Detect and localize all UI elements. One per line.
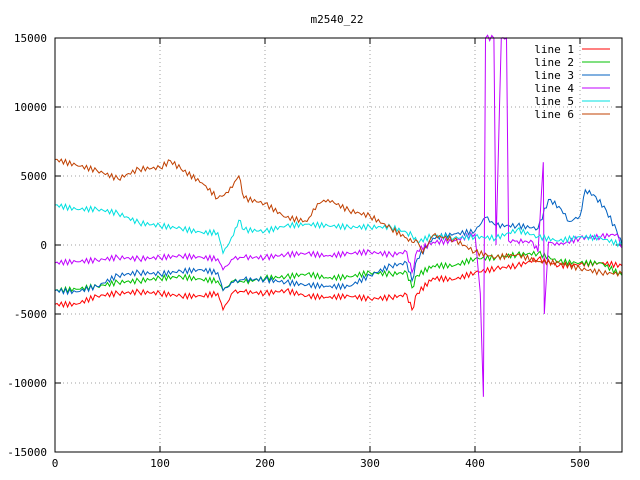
legend-label: line 5 [534, 95, 574, 108]
x-tick-label: 100 [150, 457, 170, 470]
x-tick-label: 400 [465, 457, 485, 470]
legend-label: line 3 [534, 69, 574, 82]
legend-label: line 4 [534, 82, 574, 95]
y-tick-label: -15000 [7, 446, 47, 459]
x-axis: 0 100 200 300 400 500 [52, 38, 590, 470]
y-tick-label: 5000 [21, 170, 48, 183]
plot-series [54, 34, 623, 397]
series-line [54, 250, 623, 294]
legend-label: line 2 [534, 56, 574, 69]
series-line [54, 188, 623, 296]
grid [55, 38, 622, 452]
plot-border [54, 37, 623, 453]
series-line [55, 158, 623, 278]
legend-label: line 1 [534, 43, 574, 56]
x-tick-label: 0 [52, 457, 59, 470]
y-tick-label: 10000 [14, 101, 47, 114]
y-tick-label: 0 [40, 239, 47, 252]
series-line [54, 34, 623, 397]
y-tick-label: 15000 [14, 32, 47, 45]
y-axis: -15000 -10000 -5000 0 5000 10000 15000 [7, 32, 622, 459]
series-line [54, 202, 623, 255]
y-tick-label: -5000 [14, 308, 47, 321]
legend-label: line 6 [534, 108, 574, 121]
chart-title: m2540_22 [311, 13, 364, 26]
x-tick-label: 500 [570, 457, 590, 470]
x-tick-label: 300 [360, 457, 380, 470]
x-tick-label: 200 [255, 457, 275, 470]
y-tick-label: -10000 [7, 377, 47, 390]
series-line [54, 255, 623, 312]
